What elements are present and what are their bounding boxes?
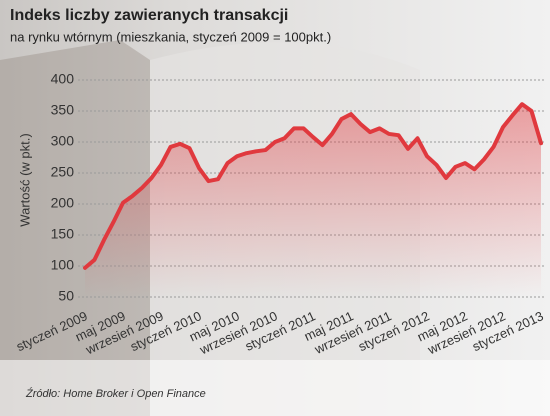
chart-subtitle: na rynku wtórnym (mieszkania, styczeń 20… [10, 29, 331, 44]
y-tick-label: 250 [51, 164, 75, 180]
line [83, 102, 543, 270]
y-tick-label: 100 [51, 257, 75, 273]
chart-title: Indeks liczby zawieranych transakcji [10, 7, 288, 24]
y-tick-label: 350 [51, 102, 75, 118]
y-tick-label: 400 [51, 71, 75, 87]
source: Źródło: Home Broker i Open Finance [25, 387, 206, 400]
y-tick-label: 150 [51, 226, 75, 242]
y-tick-label: 50 [58, 288, 74, 304]
footer-band [0, 360, 550, 416]
y-axis-label: Wartość (w pkt.) [17, 133, 32, 226]
y-tick-label: 300 [51, 133, 75, 149]
background-building [0, 40, 150, 416]
y-tick-label: 200 [51, 195, 75, 211]
area [85, 104, 541, 298]
